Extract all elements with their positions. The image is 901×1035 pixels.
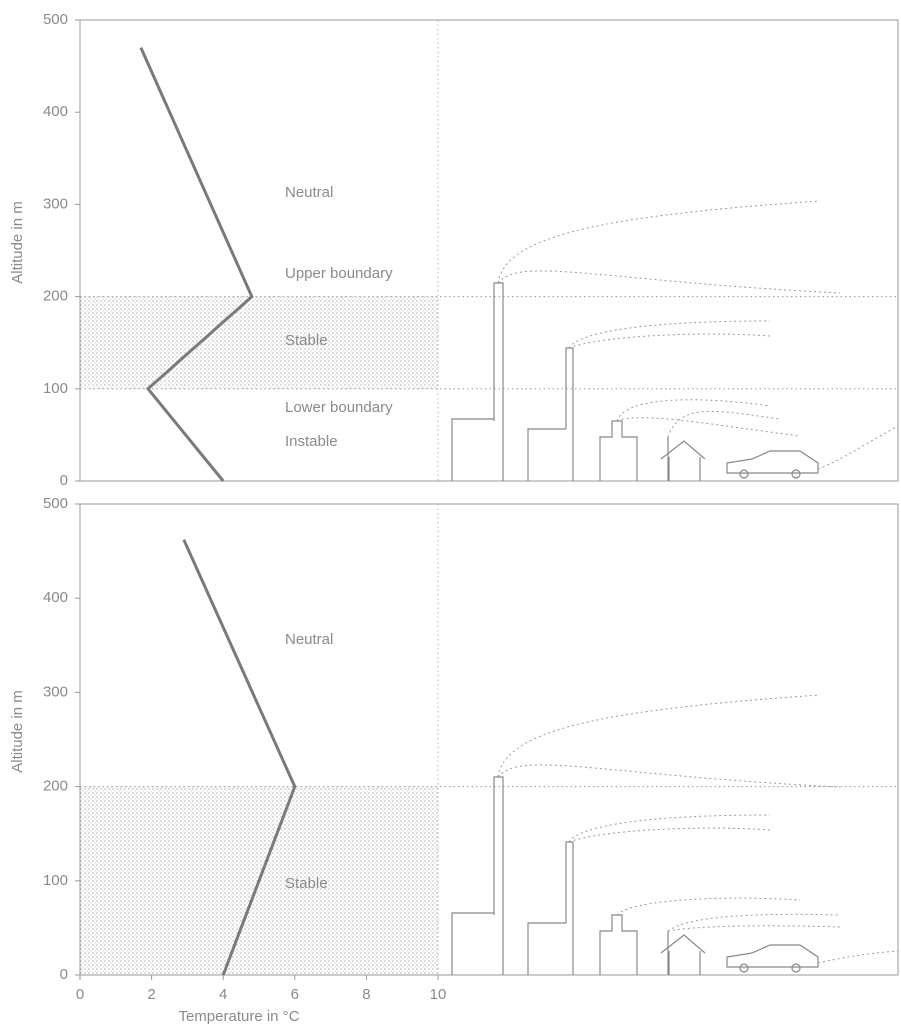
- smoke-plume: [667, 410, 781, 438]
- smoke-plume: [616, 399, 771, 422]
- illustration-line: [451, 776, 504, 975]
- smoke-plume: [667, 913, 841, 932]
- y-tick-label: 300: [43, 195, 68, 212]
- y-tick-label: 300: [43, 683, 68, 700]
- illustration-line: [527, 841, 574, 975]
- annotation: Stable: [285, 875, 328, 892]
- x-tick-label: 2: [147, 986, 155, 1003]
- illustration: [451, 694, 899, 975]
- illustration-line: [599, 420, 638, 481]
- illustration-wheel: [739, 469, 749, 479]
- stable-layer: [80, 296, 438, 389]
- smoke-plume: [616, 417, 801, 437]
- smoke-plume: [667, 925, 841, 932]
- y-axis-label: Altitude in m: [9, 690, 26, 773]
- annotation: Neutral: [285, 184, 333, 201]
- smoke-plume: [817, 950, 899, 964]
- y-tick-label: 500: [43, 11, 68, 28]
- y-tick-label: 200: [43, 288, 68, 305]
- annotation: Lower boundary: [285, 399, 393, 416]
- y-tick-label: 200: [43, 778, 68, 795]
- plot-frame: [79, 19, 899, 482]
- illustration-wheel: [739, 963, 749, 973]
- x-tick-label: 6: [291, 986, 299, 1003]
- y-tick-label: 100: [43, 872, 68, 889]
- illustration: [451, 200, 899, 481]
- illustration-line: [660, 437, 706, 481]
- illustration-line: [726, 944, 819, 968]
- y-axis-label: Altitude in m: [9, 201, 26, 284]
- annotation: Neutral: [285, 631, 333, 648]
- y-tick-label: 0: [60, 472, 68, 489]
- annotation: Upper boundary: [285, 265, 393, 282]
- smoke-plume: [817, 425, 899, 470]
- y-tick-label: 500: [43, 495, 68, 512]
- temperature-profile: [139, 47, 254, 482]
- x-tick-label: 8: [362, 986, 370, 1003]
- smoke-plume: [497, 764, 841, 788]
- illustration-line: [599, 914, 638, 975]
- smoke-plume: [497, 270, 841, 294]
- y-tick-label: 400: [43, 103, 68, 120]
- illustration-line: [527, 347, 574, 481]
- annotation: Stable: [285, 332, 328, 349]
- x-tick-label: 0: [76, 986, 84, 1003]
- x-tick-label: 10: [430, 986, 447, 1003]
- illustration-line: [451, 282, 504, 481]
- smoke-plume: [616, 897, 801, 916]
- illustration-line: [726, 450, 819, 474]
- illustration-wheel: [791, 963, 801, 973]
- smoke-plume: [568, 827, 771, 843]
- x-axis-label: Temperature in °C: [178, 1008, 299, 1025]
- y-tick-label: 0: [60, 966, 68, 983]
- y-tick-label: 400: [43, 589, 68, 606]
- illustration-line: [660, 931, 706, 975]
- y-tick-label: 100: [43, 380, 68, 397]
- plot-frame: [79, 503, 899, 976]
- illustration-wheel: [791, 469, 801, 479]
- x-tick-label: 4: [219, 986, 227, 1003]
- smoke-plume: [568, 333, 771, 349]
- temperature-profile: [182, 539, 297, 976]
- annotation: Instable: [285, 433, 338, 450]
